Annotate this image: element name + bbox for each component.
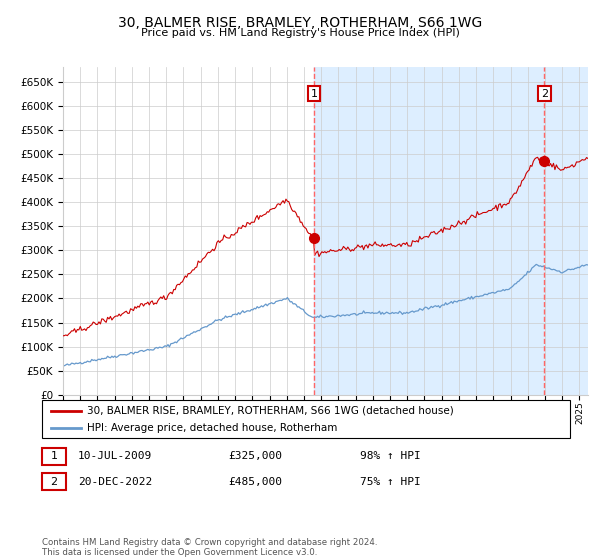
Text: 30, BALMER RISE, BRAMLEY, ROTHERHAM, S66 1WG: 30, BALMER RISE, BRAMLEY, ROTHERHAM, S66… (118, 16, 482, 30)
Bar (314, 67, 588, 395)
Text: 10-JUL-2009: 10-JUL-2009 (78, 451, 152, 461)
Text: HPI: Average price, detached house, Rotherham: HPI: Average price, detached house, Roth… (87, 423, 337, 433)
Text: £325,000: £325,000 (228, 451, 282, 461)
Text: 2: 2 (541, 88, 548, 99)
Text: Contains HM Land Registry data © Crown copyright and database right 2024.
This d: Contains HM Land Registry data © Crown c… (42, 538, 377, 557)
Text: 1: 1 (311, 88, 317, 99)
Text: £485,000: £485,000 (228, 477, 282, 487)
Text: 2: 2 (50, 477, 58, 487)
Text: 98% ↑ HPI: 98% ↑ HPI (360, 451, 421, 461)
Text: 75% ↑ HPI: 75% ↑ HPI (360, 477, 421, 487)
Text: 30, BALMER RISE, BRAMLEY, ROTHERHAM, S66 1WG (detached house): 30, BALMER RISE, BRAMLEY, ROTHERHAM, S66… (87, 405, 454, 416)
Text: 1: 1 (50, 451, 58, 461)
Text: 20-DEC-2022: 20-DEC-2022 (78, 477, 152, 487)
Text: Price paid vs. HM Land Registry's House Price Index (HPI): Price paid vs. HM Land Registry's House … (140, 28, 460, 38)
